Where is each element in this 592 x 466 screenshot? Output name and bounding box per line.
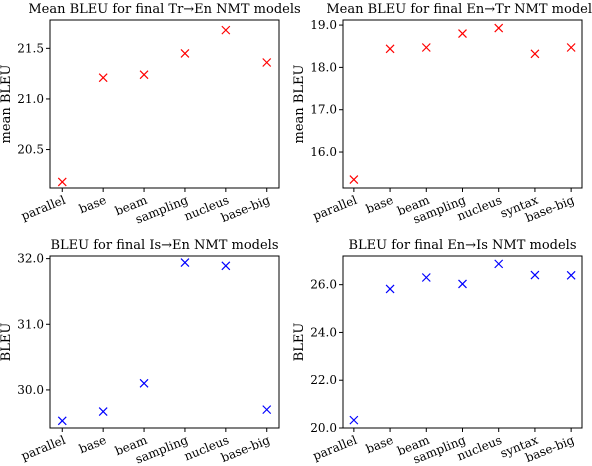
data-point-marker (458, 29, 467, 38)
axes-frame (342, 19, 583, 189)
y-tick-label: 20.5 (17, 143, 44, 157)
data-point-marker (385, 44, 395, 54)
y-tick-label: 19.0 (310, 18, 337, 32)
y-axis-label: BLEU (0, 323, 14, 362)
chart-title: BLEU for final Is→En NMT models (50, 238, 278, 253)
data-point-marker (139, 70, 149, 80)
data-point-marker (57, 177, 67, 187)
x-tick-label: parallel (311, 193, 359, 223)
data-point-marker (458, 279, 467, 289)
data-point-marker (349, 415, 359, 425)
x-tick-label: base (364, 433, 395, 457)
data-point-marker (262, 405, 272, 415)
y-axis-label: BLEU (292, 323, 307, 362)
x-tick-label: parallel (311, 433, 359, 463)
data-point-marker (530, 270, 540, 280)
y-tick-label: 18.0 (310, 60, 337, 74)
chart-panel-en-tr: Mean BLEU for final En→Tr NMT models mean… (292, 2, 592, 227)
data-point-marker (180, 48, 190, 58)
chart-panel-is-en: BLEU for final Is→En NMT models BLEU 30.0 3… (0, 238, 280, 466)
y-axis-label: mean BLEU (0, 65, 14, 144)
data-point-marker (221, 25, 231, 35)
data-point-marker (530, 49, 540, 59)
chart-title: BLEU for final En→Is NMT models (348, 238, 576, 253)
data-point-marker (421, 43, 431, 52)
y-tick-label: 31.0 (17, 317, 44, 331)
data-point-marker (221, 261, 231, 271)
y-tick-label: 21.5 (17, 41, 44, 55)
data-point-marker (385, 284, 395, 294)
axes-frame (49, 255, 280, 429)
data-point-marker (262, 58, 272, 67)
y-tick-label: 24.0 (310, 325, 337, 339)
x-tick-label: parallel (19, 193, 67, 223)
y-tick-label: 30.0 (17, 383, 44, 397)
axes-frame (342, 255, 583, 429)
data-point-marker (566, 270, 576, 280)
y-tick-label: 32.0 (17, 252, 44, 266)
data-point-marker (57, 416, 67, 426)
chart-title: Mean BLEU for final En→Tr NMT models (326, 2, 592, 17)
y-tick-label: 26.0 (310, 278, 337, 292)
x-tick-label: base (77, 433, 108, 457)
y-tick-label: 20.0 (310, 421, 337, 435)
x-tick-label: parallel (19, 433, 67, 463)
y-tick-label: 17.0 (310, 103, 337, 117)
chart-panel-tr-en: Mean BLEU for final Tr→En NMT models mean… (0, 2, 301, 227)
x-tick-label: base (77, 193, 108, 217)
data-point-marker (349, 175, 359, 184)
data-point-marker (180, 258, 190, 267)
y-tick-label: 16.0 (310, 145, 337, 159)
data-point-marker (421, 273, 431, 282)
y-tick-label: 22.0 (310, 373, 337, 387)
data-point-marker (98, 407, 108, 417)
y-tick-label: 21.0 (17, 92, 44, 106)
data-point-marker (139, 378, 149, 388)
data-point-marker (494, 259, 504, 269)
data-point-marker (566, 43, 576, 52)
chart-title: Mean BLEU for final Tr→En NMT models (28, 2, 300, 17)
data-point-marker (494, 23, 504, 33)
chart-panel-en-is: BLEU for final En→Is NMT models BLEU 20.0 2… (292, 238, 583, 466)
axes-frame (49, 19, 280, 189)
data-point-marker (98, 73, 108, 83)
y-axis-label: mean BLEU (292, 65, 307, 144)
x-tick-label: base (364, 193, 395, 217)
